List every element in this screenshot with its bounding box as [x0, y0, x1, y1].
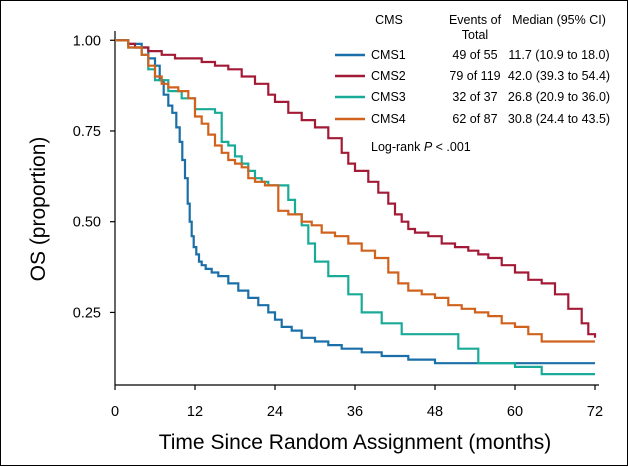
legend-header-events-total: Total	[462, 28, 488, 42]
legend-events-value: 32 of 37	[452, 90, 497, 104]
x-tick-label: 36	[347, 404, 363, 420]
legend-median-value: 11.7 (10.9 to 18.0)	[508, 48, 609, 62]
legend-events-value: 79 of 119	[449, 69, 500, 83]
series-layer	[115, 39, 597, 376]
axes: 0 12 24 36 48 60 72 1.00 0.75 0.50 0.25	[73, 31, 603, 420]
x-tick-label: 0	[111, 404, 119, 420]
legend-events-value: 49 of 55	[452, 48, 497, 62]
y-tick-label: 0.25	[73, 305, 101, 321]
series-line-cms2	[115, 39, 597, 338]
y-tick-label: 0.50	[73, 215, 101, 231]
x-axis-label: Time Since Random Assignment (months)	[159, 431, 552, 454]
x-tick-label: 24	[267, 404, 283, 420]
legend-series-name: CMS4	[371, 112, 406, 126]
legend-header-name: CMS	[375, 13, 403, 27]
legend-median-value: 30.8 (24.4 to 43.5)	[508, 112, 610, 126]
legend-header-median: Median (95% CI)	[512, 13, 606, 27]
legend-median-value: 42.0 (39.3 to 54.4)	[508, 69, 610, 83]
legend-events-value: 62 of 87	[452, 112, 497, 126]
x-tick-label: 72	[587, 404, 603, 420]
x-tick-label: 60	[507, 404, 523, 420]
log-rank-annotation: Log-rank P < .001	[371, 140, 471, 154]
x-tick-label: 12	[187, 404, 203, 420]
series-line-cms1	[115, 39, 595, 365]
legend-series-name: CMS1	[371, 48, 406, 62]
legend-median-value: 26.8 (20.9 to 36.0)	[508, 90, 610, 104]
series-line-cms4	[115, 39, 595, 343]
y-axis-label: OS (proportion)	[27, 137, 50, 282]
legend-series-name: CMS2	[371, 69, 406, 83]
x-tick-label: 48	[427, 404, 443, 420]
legend-series-name: CMS3	[371, 90, 406, 104]
legend-header-events: Events of	[449, 13, 502, 27]
y-tick-label: 1.00	[73, 33, 101, 49]
y-tick-label: 0.75	[73, 124, 101, 140]
